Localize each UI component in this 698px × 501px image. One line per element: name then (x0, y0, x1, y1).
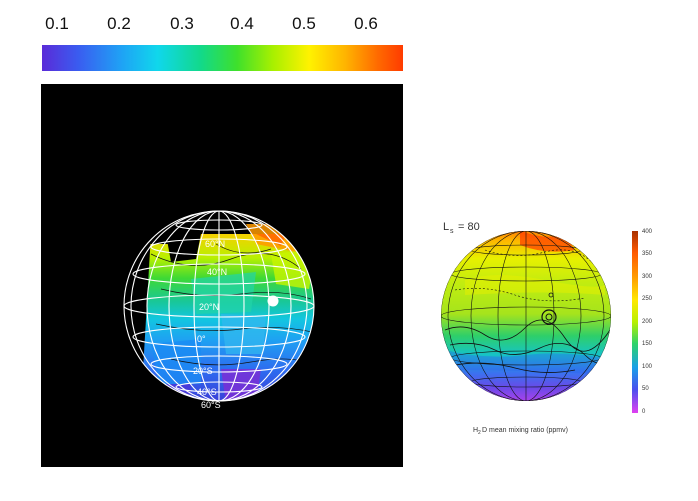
svg-text:s: s (450, 228, 454, 235)
location-marker (267, 295, 279, 307)
scale-tick: 300 (642, 274, 653, 280)
colorbar-tick-label: 0.6 (354, 14, 378, 33)
colorbar (42, 45, 403, 71)
svg-text:2: 2 (478, 430, 481, 436)
scale-tick: 350 (642, 251, 653, 257)
model-scale-bar (632, 231, 638, 413)
latitude-label: 20°S (193, 366, 213, 376)
latitude-label: 20°N (199, 302, 219, 312)
latitude-label: 60°S (201, 400, 221, 410)
latitude-label: 60°N (205, 239, 225, 249)
observed-globe-panel: 60°N 40°N 20°N 0° 20°S 40°S 60°S (41, 84, 403, 467)
model-globe: L s = 80 (441, 221, 653, 436)
ls-label: L s = 80 (443, 221, 480, 235)
latitude-label: 0° (197, 334, 206, 344)
scale-tick: 50 (642, 386, 649, 392)
scale-tick: 200 (642, 319, 653, 325)
svg-text:= 80: = 80 (458, 221, 480, 233)
colorbar-tick-label: 0.5 (292, 14, 316, 33)
svg-text:D mean mixing ratio (ppmv): D mean mixing ratio (ppmv) (482, 427, 568, 434)
latitude-label: 40°S (197, 387, 217, 397)
model-caption: H 2 D mean mixing ratio (ppmv) (473, 427, 568, 436)
scale-tick: 0 (642, 409, 646, 415)
scale-tick: 400 (642, 229, 653, 235)
scale-tick: 100 (642, 364, 653, 370)
colorbar-tick-label: 0.2 (107, 14, 131, 33)
svg-text:L: L (443, 221, 449, 233)
colorbar-tick-label: 0.3 (170, 14, 194, 33)
latitude-label: 40°N (207, 267, 227, 277)
colorbar-tick-label: 0.4 (230, 14, 254, 33)
observed-globe: 60°N 40°N 20°N 0° 20°S 40°S 60°S (123, 210, 315, 410)
model-globe-panel: L s = 80 (425, 210, 665, 450)
scale-tick: 250 (642, 296, 653, 302)
scale-tick: 150 (642, 341, 653, 347)
colorbar-tick-label: 0.1 (45, 14, 69, 33)
svg-text:H: H (473, 427, 478, 434)
